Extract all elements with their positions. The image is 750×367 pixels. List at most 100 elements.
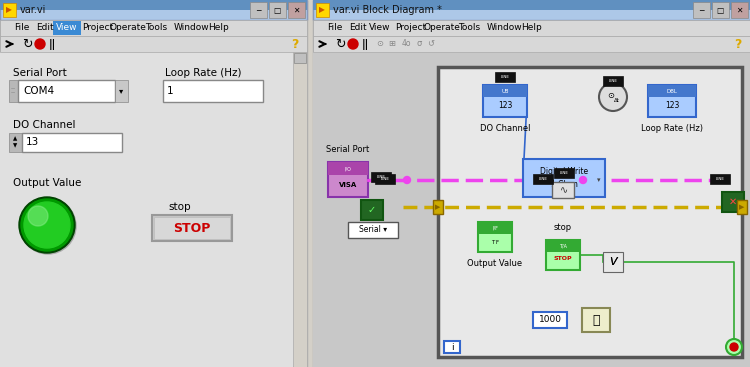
Text: 4o: 4o <box>401 40 411 48</box>
Bar <box>495 72 515 82</box>
Text: LINE: LINE <box>608 79 617 83</box>
Text: V: V <box>609 257 616 267</box>
Text: Serial Port: Serial Port <box>326 145 370 154</box>
Text: LINE: LINE <box>380 177 389 181</box>
Bar <box>53 21 81 35</box>
Text: Help: Help <box>521 23 542 33</box>
Bar <box>0 0 307 367</box>
Bar <box>737 200 747 214</box>
Bar <box>313 20 750 36</box>
Text: T F: T F <box>491 240 499 246</box>
Bar <box>22 133 122 152</box>
Bar <box>250 2 267 18</box>
Text: ▼: ▼ <box>13 143 17 149</box>
Bar <box>269 2 286 18</box>
Text: Operate: Operate <box>423 23 460 33</box>
Bar <box>313 0 750 10</box>
Bar <box>375 174 395 184</box>
Bar <box>115 80 128 102</box>
Text: View: View <box>56 23 77 33</box>
Bar <box>648 85 696 117</box>
Bar <box>648 85 696 97</box>
Text: ▶: ▶ <box>740 204 745 210</box>
Bar <box>361 200 383 220</box>
Text: STOP: STOP <box>554 256 572 261</box>
Text: Project: Project <box>82 23 113 33</box>
Circle shape <box>24 202 70 248</box>
Bar <box>438 67 742 357</box>
Circle shape <box>28 206 48 226</box>
Text: ▾: ▾ <box>597 177 601 183</box>
Bar <box>0 36 307 52</box>
Text: Operate: Operate <box>110 23 147 33</box>
Text: ✕: ✕ <box>292 6 299 15</box>
Text: Window: Window <box>487 23 523 33</box>
Text: Window: Window <box>174 23 209 33</box>
Text: ▶: ▶ <box>435 204 441 210</box>
Bar <box>552 182 574 198</box>
Text: ▾: ▾ <box>118 87 123 95</box>
Text: ─: ─ <box>256 6 260 15</box>
Text: stop: stop <box>554 223 572 232</box>
Text: ⏱: ⏱ <box>592 313 600 327</box>
Text: Edit: Edit <box>36 23 54 33</box>
Text: 1000: 1000 <box>538 316 562 324</box>
Text: ✕: ✕ <box>736 6 742 15</box>
Bar <box>294 53 306 63</box>
Text: —
—: — — <box>11 86 15 95</box>
Text: Help: Help <box>208 23 229 33</box>
Bar <box>444 341 460 353</box>
Text: ▶: ▶ <box>6 6 12 15</box>
Text: Loop Rate (Hz): Loop Rate (Hz) <box>165 68 242 78</box>
Bar <box>478 222 512 234</box>
Bar <box>546 240 580 270</box>
Text: Digital Write
1 Chan: Digital Write 1 Chan <box>540 167 588 189</box>
Text: LINE: LINE <box>560 171 568 175</box>
Text: ?: ? <box>291 37 298 51</box>
Text: Serial Port: Serial Port <box>13 68 67 78</box>
Text: DO Channel: DO Channel <box>13 120 76 130</box>
Bar <box>313 36 750 52</box>
Circle shape <box>580 177 586 184</box>
Text: 13: 13 <box>26 137 39 147</box>
Bar <box>163 80 263 102</box>
Text: LINE: LINE <box>500 75 509 79</box>
Bar <box>288 2 305 18</box>
Bar <box>313 0 750 20</box>
Bar <box>0 0 307 10</box>
Text: □: □ <box>273 6 280 15</box>
Text: ▶: ▶ <box>319 6 325 15</box>
Text: LINE: LINE <box>538 177 548 181</box>
Text: □: □ <box>716 6 724 15</box>
Text: ↺: ↺ <box>427 40 434 48</box>
Bar <box>9 133 22 152</box>
Text: I/O: I/O <box>344 166 352 171</box>
Text: View: View <box>369 23 391 33</box>
Text: stop: stop <box>168 202 190 212</box>
Bar <box>722 192 744 212</box>
Bar <box>693 2 710 18</box>
Text: Tools: Tools <box>145 23 167 33</box>
Text: ||: || <box>362 40 369 51</box>
Circle shape <box>19 197 75 253</box>
Text: ↻: ↻ <box>334 37 345 51</box>
Text: Serial ▾: Serial ▾ <box>359 225 387 235</box>
Circle shape <box>730 343 738 351</box>
Text: VISA: VISA <box>339 182 357 188</box>
Text: Δt: Δt <box>614 98 620 103</box>
Bar <box>554 168 574 178</box>
Text: σ: σ <box>416 40 422 48</box>
Bar <box>0 52 293 367</box>
Text: ||: || <box>48 40 56 51</box>
Circle shape <box>20 198 76 254</box>
Bar <box>313 0 750 367</box>
Text: ⊙: ⊙ <box>376 40 383 48</box>
Text: 123: 123 <box>498 101 512 110</box>
Circle shape <box>599 83 627 111</box>
Bar <box>0 0 307 20</box>
Text: ⊙: ⊙ <box>608 91 614 99</box>
Text: ∿: ∿ <box>560 185 568 195</box>
Text: U8: U8 <box>501 88 509 94</box>
Text: LINE: LINE <box>716 177 724 181</box>
Text: 1: 1 <box>167 86 173 96</box>
